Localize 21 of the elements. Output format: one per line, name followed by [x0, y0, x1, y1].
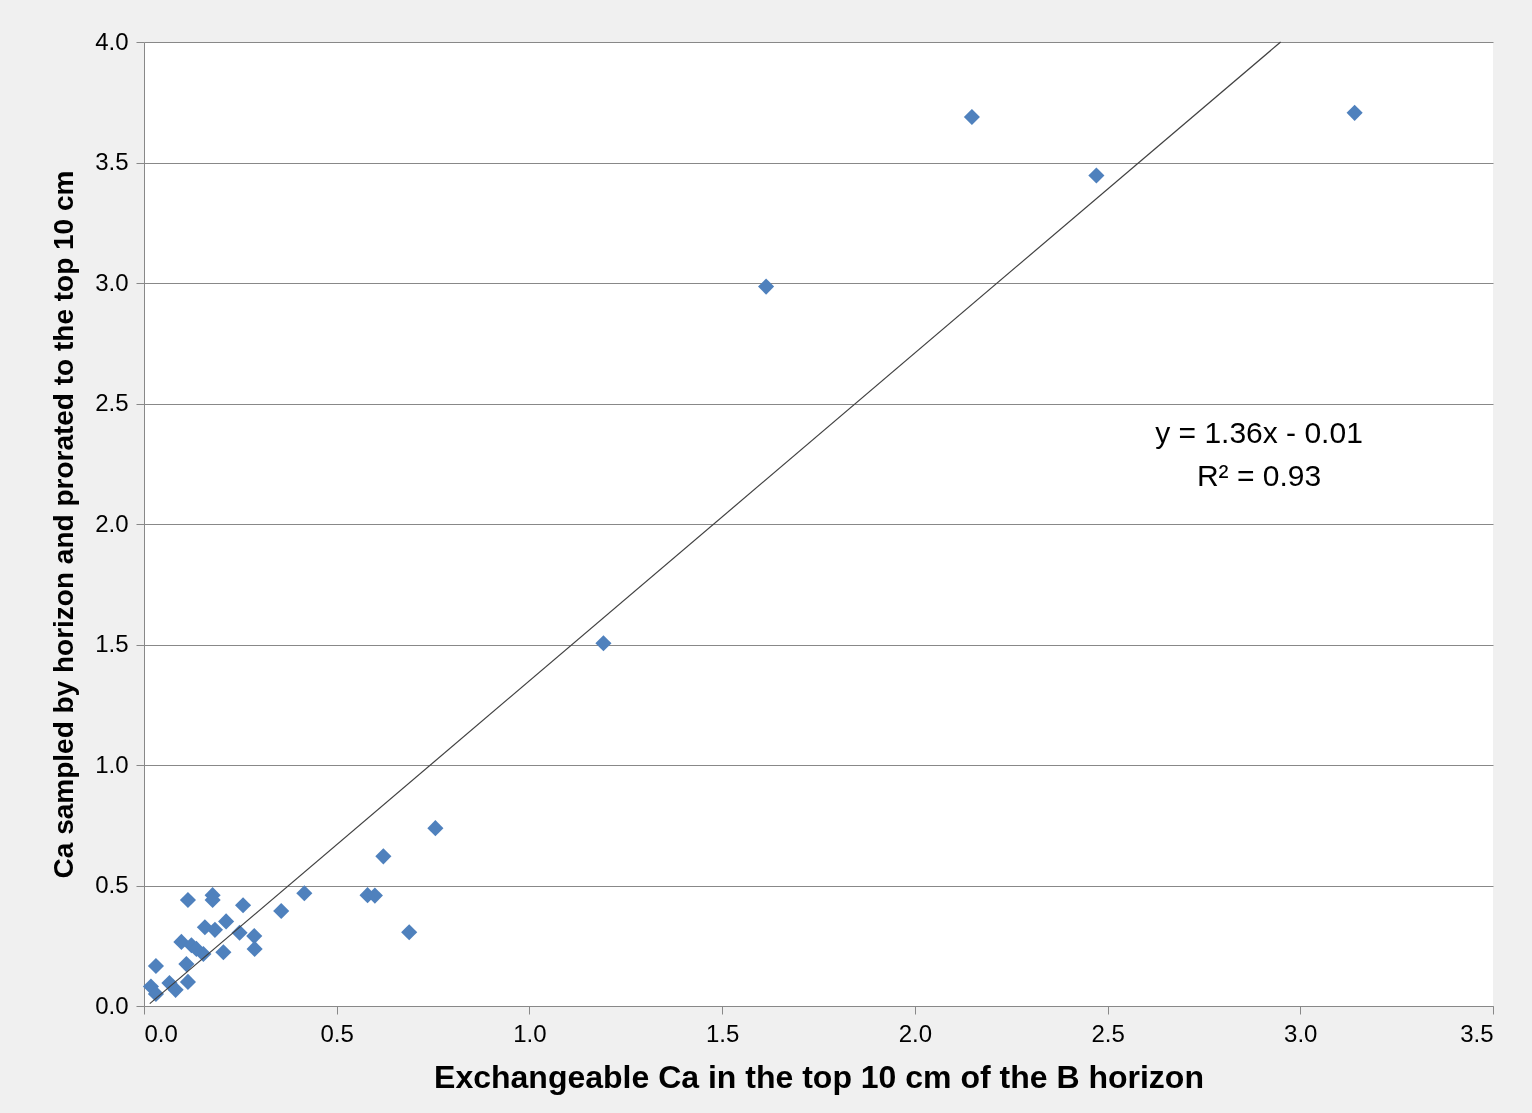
x-tick-label: 2.0: [898, 1019, 933, 1047]
annotation: R² = 0.93: [1196, 459, 1322, 492]
x-tick-label: 1.0: [513, 1019, 547, 1047]
x-tick-label: 3.0: [1284, 1019, 1318, 1047]
y-tick-label: 3.5: [95, 148, 129, 175]
x-tick-label: 2.5: [1091, 1019, 1125, 1047]
x-tick-label: 3.5: [1460, 1019, 1494, 1047]
y-tick-label: 4.0: [95, 27, 129, 55]
y-tick-label: 1.0: [95, 750, 129, 778]
x-tick-label: 0.0: [144, 1019, 178, 1047]
x-axis-title: Exchangeable Ca in the top 10 cm of the B horizon: [434, 1058, 1204, 1095]
x-tick-label: 1.5: [705, 1019, 740, 1047]
y-tick-label: 0.5: [95, 871, 129, 898]
y-tick-label: 2.5: [95, 389, 129, 416]
y-tick-label: 0.0: [95, 991, 129, 1019]
y-tick-label: 1.5: [95, 630, 129, 657]
annotation: y = 1.36x - 0.01: [1155, 416, 1363, 449]
y-axis-title: Ca sampled by horizon and prorated to the top 10 cm: [48, 170, 80, 879]
y-tick-label: 3.0: [95, 268, 129, 296]
y-tick-label: 2.0: [95, 509, 129, 537]
x-tick-label: 0.5: [320, 1019, 354, 1047]
